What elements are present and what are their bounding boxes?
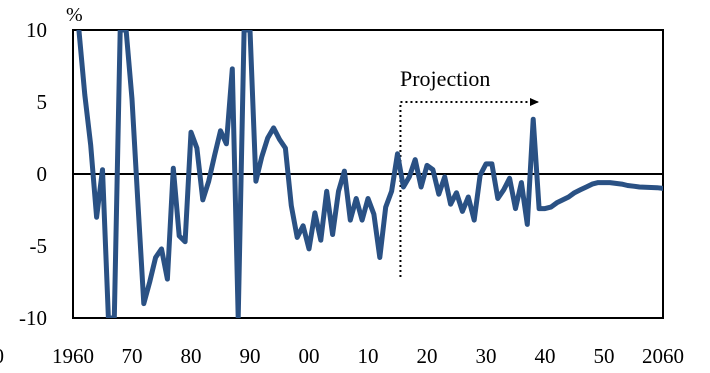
x-tick-label: 20 — [417, 344, 438, 368]
projection-annotation: Projection — [399, 66, 539, 277]
y-axis: 10 5 0 -5 -10 — [19, 18, 47, 330]
x-tick-label: 2060 — [642, 344, 684, 368]
y-tick-label: -10 — [19, 306, 47, 330]
x-tick-label: 1960 — [52, 344, 94, 368]
x-tick-label: 00 — [299, 344, 320, 368]
x-tick-label-partial: 0 — [0, 344, 4, 368]
x-tick-label: 10 — [358, 344, 379, 368]
projection-label: Projection — [400, 66, 490, 91]
y-tick-label: -5 — [30, 234, 48, 258]
x-tick-label: 80 — [181, 344, 202, 368]
x-tick-label: 50 — [594, 344, 615, 368]
series-line — [76, 30, 663, 318]
x-tick-label: 30 — [476, 344, 497, 368]
x-tick-label: 40 — [535, 344, 556, 368]
x-tick-label: 70 — [122, 344, 143, 368]
y-tick-label: 5 — [37, 90, 48, 114]
y-tick-label: 10 — [26, 18, 47, 42]
y-unit-label: % — [66, 4, 83, 26]
x-tick-label: 90 — [240, 344, 261, 368]
x-axis: 1960 70 80 90 00 10 20 30 40 50 2060 0 — [0, 344, 684, 368]
y-tick-label: 0 — [37, 162, 48, 186]
